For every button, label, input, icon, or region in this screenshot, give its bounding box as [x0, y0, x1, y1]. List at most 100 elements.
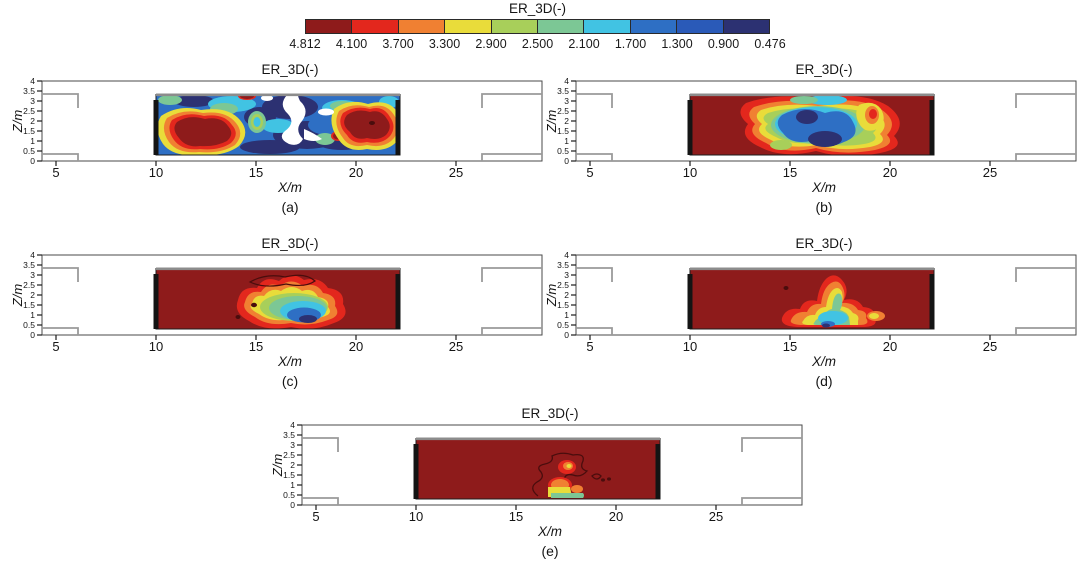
subplot-b: ER_3D(-) 5 10 15 20 25 4 3.5 3 2.5 2 1.5 1 0.5 0 Z/m X… — [546, 62, 1080, 220]
x-tick-label: 15 — [249, 165, 263, 180]
colorbar-segment — [630, 20, 678, 33]
subplot-c-caption: (c) — [281, 373, 299, 389]
z-tick-label: 0 — [30, 156, 35, 166]
x-tick-label: 15 — [783, 339, 797, 354]
tunnel-structure-line — [481, 93, 542, 108]
tunnel-structure-line — [302, 437, 339, 452]
colorbar-segment — [306, 20, 353, 33]
contour-blob — [532, 452, 589, 497]
tunnel-structure-line — [576, 327, 613, 335]
colorbar-segment — [584, 20, 631, 33]
z-axis-label: Z/m — [12, 110, 25, 134]
subplot-b-caption: (b) — [815, 199, 833, 215]
tunnel-structure-line — [1015, 93, 1076, 108]
x-tick-label: 20 — [349, 339, 363, 354]
subplot-a-caption: (a) — [281, 199, 299, 215]
colorbar-segment — [352, 20, 399, 33]
contour-blob — [158, 95, 182, 105]
contour-blob — [240, 140, 300, 154]
opening-end-bar — [395, 100, 401, 155]
z-tick-label: 1 — [30, 310, 35, 320]
z-tick-label: 0.5 — [283, 490, 295, 500]
subplot-e-caption: (e) — [541, 543, 559, 559]
z-tick-label: 0 — [290, 500, 295, 510]
z-tick-label: 1.5 — [23, 300, 35, 310]
subplot-d-title: ER_3D(-) — [795, 236, 853, 251]
z-tick-label: 4 — [564, 252, 569, 260]
x-tick-label: 5 — [52, 165, 59, 180]
z-tick-label: 0.5 — [23, 320, 35, 330]
contour-blob — [253, 117, 261, 127]
tunnel-structure-line — [1015, 327, 1076, 335]
colorbar-labels: 4.812 4.100 3.700 3.300 2.900 2.500 2.100 1.700… — [289, 37, 785, 53]
opening-end-bar — [413, 444, 419, 499]
opening-end-bar — [929, 274, 935, 329]
z-tick-label: 1 — [290, 480, 295, 490]
subplot-b-xlabel: X/m — [811, 180, 836, 195]
contour-field — [690, 94, 934, 155]
x-tick-label: 5 — [586, 339, 593, 354]
contour-blob — [281, 95, 306, 145]
contour-blob — [822, 323, 830, 328]
z-axis-label: Z/m — [546, 110, 559, 134]
colorbar-tick-label: 0.476 — [754, 37, 786, 51]
contour-blob — [607, 477, 611, 481]
z-tick-label: 4 — [30, 78, 35, 86]
colorbar-tick-label: 4.100 — [335, 37, 368, 51]
colorbar-tick-label: 1.300 — [661, 37, 693, 51]
subplot-e: ER_3D(-) 5 10 15 20 25 4 3.5 3 2.5 2 1.5 1 0.5 0 Z/m X… — [272, 406, 808, 564]
tunnel-structure-line — [42, 153, 79, 161]
z-tick-label: 1 — [30, 136, 35, 146]
tunnel-structure-line — [481, 267, 542, 282]
z-axis-label: Z/m — [272, 454, 285, 478]
colorbar-segment — [491, 20, 539, 33]
contour-field — [156, 94, 400, 155]
tunnel-structure-line — [302, 497, 339, 505]
contour-base — [416, 438, 660, 499]
z-tick-label: 2.5 — [23, 280, 35, 290]
z-tick-label: 0 — [30, 330, 35, 340]
subplot-c-title: ER_3D(-) — [261, 236, 319, 251]
contour-blob — [174, 117, 232, 147]
z-tick-label: 0.5 — [557, 146, 569, 156]
subplot-a-xlabel: X/m — [277, 180, 302, 195]
z-tick-label: 3 — [564, 270, 569, 280]
colorbar-segment — [398, 20, 446, 33]
z-tick-label: 2.5 — [557, 280, 569, 290]
opening-end-bar — [153, 274, 159, 329]
colorbar-tick-label: 0.900 — [707, 37, 740, 51]
z-tick-label: 0 — [564, 156, 569, 166]
x-tick-label: 10 — [149, 165, 163, 180]
colorbar-tick-label: 2.900 — [475, 37, 507, 51]
contour-blob — [869, 109, 877, 119]
contour-blob — [344, 110, 390, 139]
z-tick-label: 4 — [564, 78, 569, 86]
contour-field — [156, 268, 400, 329]
z-tick-label: 1.5 — [283, 470, 295, 480]
z-tick-label: 4 — [30, 252, 35, 260]
subplot-c-xlabel: X/m — [277, 354, 302, 369]
contour-blob — [315, 133, 335, 145]
x-tick-label: 10 — [149, 339, 163, 354]
colorbar-tick-label: 3.300 — [428, 37, 461, 51]
x-tick-label: 15 — [249, 339, 263, 354]
x-tick-label: 20 — [883, 165, 897, 180]
colorbar-tick-label: 2.100 — [568, 37, 600, 51]
colorbar-title: ER_3D(-) — [508, 1, 566, 16]
contour-blob — [174, 95, 214, 107]
contour-blob — [304, 129, 322, 141]
contour-blob — [551, 493, 584, 498]
x-tick-label: 15 — [783, 165, 797, 180]
tunnel-structure-line — [42, 267, 79, 282]
contour-field — [690, 268, 934, 329]
contour-blob — [299, 315, 317, 323]
z-axis-label: Z/m — [546, 284, 559, 308]
contour-blob — [318, 108, 334, 116]
x-tick-label: 5 — [52, 339, 59, 354]
opening-end-bar — [395, 274, 401, 329]
subplot-c-canvas: 5 10 15 20 25 43.532.521.510.50 Z/m — [12, 252, 543, 354]
subplot-a: ER_3D(-) 5 10 15 20 25 4 3.5 3 2.5 2 1.5 1 0.5 0 Z/m X… — [12, 62, 548, 220]
tunnel-structure-line — [576, 153, 613, 161]
x-tick-label: 25 — [983, 339, 997, 354]
x-tick-label: 25 — [449, 165, 463, 180]
